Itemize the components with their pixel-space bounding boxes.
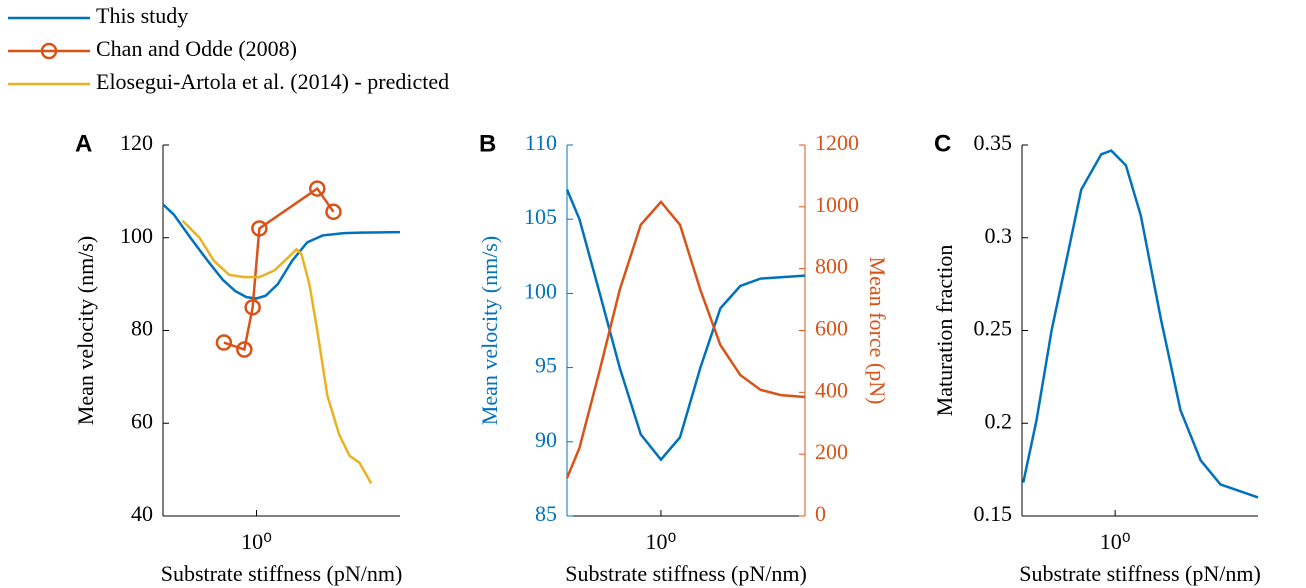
y-tick-label: 0.15 <box>974 501 1013 526</box>
y2-tick-label: 0 <box>815 501 826 526</box>
panel-label: B <box>479 130 496 157</box>
panel-label: C <box>934 130 951 157</box>
y-axis-label: Maturation fraction <box>932 245 957 417</box>
x-axis-label: Substrate stiffness (pN/nm) <box>565 561 807 586</box>
y-tick-label: 60 <box>131 408 153 433</box>
legend-label: Elosegui-Artola et al. (2014) - predicte… <box>96 69 449 94</box>
y2-tick-label: 1000 <box>815 192 859 217</box>
panel-label: A <box>75 130 92 157</box>
series-line <box>565 199 806 479</box>
y2-tick-label: 600 <box>815 316 848 341</box>
marker <box>251 220 268 237</box>
y2-axis-label: Mean force (pN) <box>865 257 890 405</box>
y-tick-label: 100 <box>524 278 557 303</box>
y-tick-label: 0.35 <box>974 130 1013 155</box>
legend-marker <box>40 42 58 60</box>
y-tick-label: 0.2 <box>985 408 1013 433</box>
x-tick-label: 10⁰ <box>646 529 677 554</box>
y-tick-label: 100 <box>120 223 153 248</box>
y-tick-label: 80 <box>131 316 153 341</box>
y2-tick-label: 200 <box>815 439 848 464</box>
series-line <box>223 186 335 352</box>
y-tick-label: 95 <box>535 353 557 378</box>
marker <box>325 203 342 221</box>
y-tick-label: 120 <box>120 130 153 155</box>
y2-tick-label: 1200 <box>815 130 859 155</box>
marker <box>236 341 253 358</box>
y2-tick-label: 400 <box>815 377 848 402</box>
series-line <box>162 203 401 300</box>
y-tick-label: 110 <box>525 130 557 155</box>
y-axis-label: Mean velocity (nm/s) <box>73 236 98 425</box>
y-tick-label: 105 <box>524 204 557 229</box>
x-axis-label: Substrate stiffness (pN/nm) <box>161 561 403 586</box>
x-axis-label: Substrate stiffness (pN/nm) <box>1019 561 1261 586</box>
marker <box>309 180 326 197</box>
y-axis-label: Mean velocity (nm/s) <box>477 236 502 425</box>
series-line <box>565 189 806 462</box>
legend-label: This study <box>96 3 188 28</box>
x-tick-label: 10⁰ <box>1100 529 1131 554</box>
series-line <box>181 219 373 485</box>
y-tick-label: 90 <box>535 427 557 452</box>
y-tick-label: 0.3 <box>985 223 1013 248</box>
marker <box>244 299 261 316</box>
y-tick-label: 0.25 <box>974 316 1013 341</box>
y-tick-label: 40 <box>131 501 153 526</box>
x-tick-label: 10⁰ <box>241 529 272 554</box>
series-line <box>1022 149 1259 499</box>
y2-tick-label: 800 <box>815 254 848 279</box>
legend-label: Chan and Odde (2008) <box>96 36 297 61</box>
y-tick-label: 85 <box>535 501 557 526</box>
marker <box>215 334 233 351</box>
